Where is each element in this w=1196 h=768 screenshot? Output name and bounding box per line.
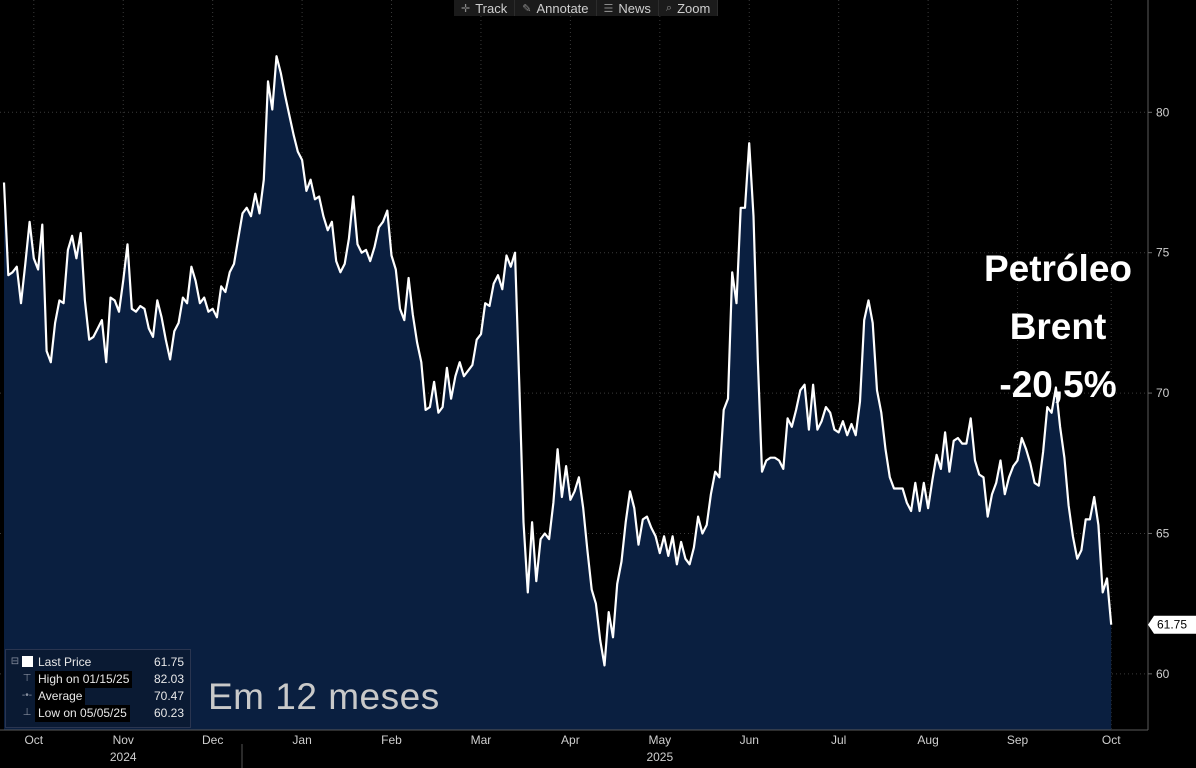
track-button[interactable]: ✛ Track [454,0,516,16]
y-axis-ticks: 60 65 70 75 80 [1148,105,1170,681]
average-label: Average [35,688,86,705]
collapse-icon[interactable]: ⊟ [10,656,20,667]
last-price-value: 61.75 [153,655,184,669]
magnifier-icon: ⌕ [665,1,673,14]
annotate-button[interactable]: ✎ Annotate [515,0,597,16]
annotation-line-1: Petróleo [983,248,1133,289]
last-price-swatch [21,656,33,670]
x-year-label: 2024 [110,750,137,764]
period-subtitle: Em 12 meses [208,676,440,717]
legend-row-high[interactable]: ⊤ High on 01/15/25 82.03 [6,671,190,688]
annotation-line-3: -20,5% [999,364,1117,405]
last-price-tag-label: 61.75 [1157,618,1187,632]
news-label: News [618,0,651,16]
low-value: 60.23 [153,706,184,720]
last-price-tag [1148,615,1196,634]
high-label: High on 01/15/25 [35,671,133,688]
x-month-label: Aug [917,733,938,747]
legend-row-low[interactable]: ⊥ Low on 05/05/25 60.23 [6,705,190,722]
y-tick-label: 70 [1156,386,1170,400]
x-month-label: Nov [113,733,134,747]
low-marker-icon: ⊥ [22,707,32,718]
news-button[interactable]: ☰ News [597,0,659,16]
price-legend: ⊟ Last Price 61.75 ⊤ High on 01/15/25 82… [5,649,191,728]
price-area [4,56,1112,730]
high-value: 82.03 [153,672,184,686]
high-marker-icon: ⊤ [22,673,32,684]
last-price-marker: 61.75 [1148,615,1196,634]
x-month-label: Jan [292,733,311,747]
y-tick-label: 80 [1156,105,1170,119]
x-month-label: Sep [1007,733,1029,747]
x-month-label: Oct [24,733,43,747]
track-label: Track [475,0,508,16]
x-month-label: Apr [561,733,580,747]
y-tick-label: 60 [1156,667,1170,681]
news-icon: ☰ [603,2,614,15]
zoom-button[interactable]: ⌕ Zoom [659,0,719,16]
x-month-label: Jun [740,733,759,747]
last-price-label: Last Price [38,655,92,669]
zoom-label: Zoom [677,0,711,16]
y-tick-label: 65 [1156,526,1170,540]
annotate-label: Annotate [536,0,589,16]
pencil-icon: ✎ [522,2,532,15]
average-marker-icon: -•- [21,690,33,701]
price-line [2,55,1113,667]
x-month-label: May [648,733,671,747]
brent-annotation: Petróleo Brent -20,5% [968,240,1148,414]
x-month-label: Jul [831,733,846,747]
x-month-label: Dec [202,733,223,747]
x-month-label: Feb [381,733,402,747]
x-axis-ticks: Oct Nov Dec Jan Feb Mar Apr May Jun Jul Aug Sep Oct 2… [24,733,1121,768]
average-value: 70.47 [153,689,184,703]
annotation-line-2: Brent [1009,306,1107,347]
y-tick-label: 75 [1156,246,1170,260]
chart-toolbar: ✛ Track ✎ Annotate ☰ News ⌕ Zoom [454,0,719,16]
x-year-label: 2025 [646,750,673,764]
legend-row-average[interactable]: -•- Average 70.47 [6,688,190,705]
x-month-label: Mar [471,733,492,747]
legend-row-last[interactable]: ⊟ Last Price 61.75 [6,654,190,671]
low-label: Low on 05/05/25 [35,705,130,722]
crosshair-icon: ✛ [461,2,471,15]
x-month-label: Oct [1102,733,1121,747]
